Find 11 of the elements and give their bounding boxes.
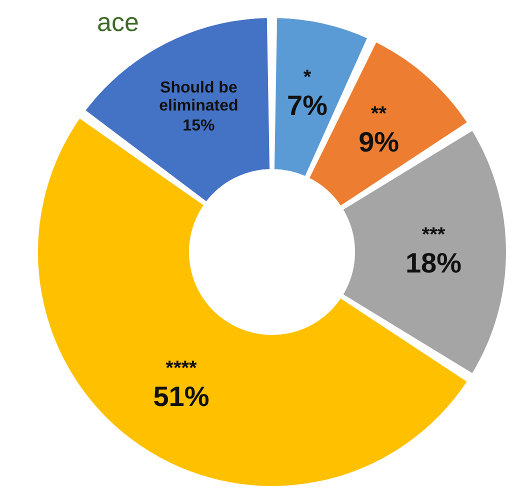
slice-label: *** xyxy=(422,224,446,246)
data-label: 9% xyxy=(358,126,400,158)
slice-label: **** xyxy=(166,358,198,380)
data-label: 7% xyxy=(286,90,328,121)
slice-label: Should be eliminated xyxy=(159,80,238,115)
slice-label: * xyxy=(303,66,312,88)
data-label: 18% xyxy=(405,248,462,278)
chart-title: ace xyxy=(97,7,139,37)
slice-label: ** xyxy=(371,102,387,125)
data-label: 15% xyxy=(182,118,215,135)
data-label: 51% xyxy=(153,381,210,412)
